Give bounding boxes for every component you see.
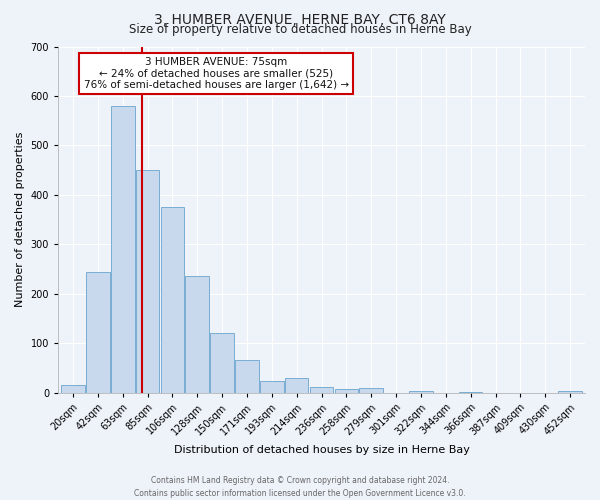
Text: Size of property relative to detached houses in Herne Bay: Size of property relative to detached ho… <box>128 22 472 36</box>
Bar <box>86 272 110 392</box>
Bar <box>61 386 85 392</box>
Text: 3 HUMBER AVENUE: 75sqm
← 24% of detached houses are smaller (525)
76% of semi-de: 3 HUMBER AVENUE: 75sqm ← 24% of detached… <box>83 57 349 90</box>
Bar <box>285 378 308 392</box>
Text: 3, HUMBER AVENUE, HERNE BAY, CT6 8AY: 3, HUMBER AVENUE, HERNE BAY, CT6 8AY <box>154 12 446 26</box>
Bar <box>359 388 383 392</box>
Bar <box>111 106 134 393</box>
Bar <box>558 391 582 392</box>
Text: Contains HM Land Registry data © Crown copyright and database right 2024.
Contai: Contains HM Land Registry data © Crown c… <box>134 476 466 498</box>
Bar <box>211 334 234 392</box>
Y-axis label: Number of detached properties: Number of detached properties <box>15 132 25 308</box>
Bar <box>136 170 160 392</box>
Bar <box>335 389 358 392</box>
Bar <box>161 207 184 392</box>
Bar <box>185 276 209 392</box>
Bar <box>235 360 259 392</box>
Bar <box>409 390 433 392</box>
Bar <box>310 387 334 392</box>
X-axis label: Distribution of detached houses by size in Herne Bay: Distribution of detached houses by size … <box>173 445 469 455</box>
Bar <box>260 382 284 392</box>
